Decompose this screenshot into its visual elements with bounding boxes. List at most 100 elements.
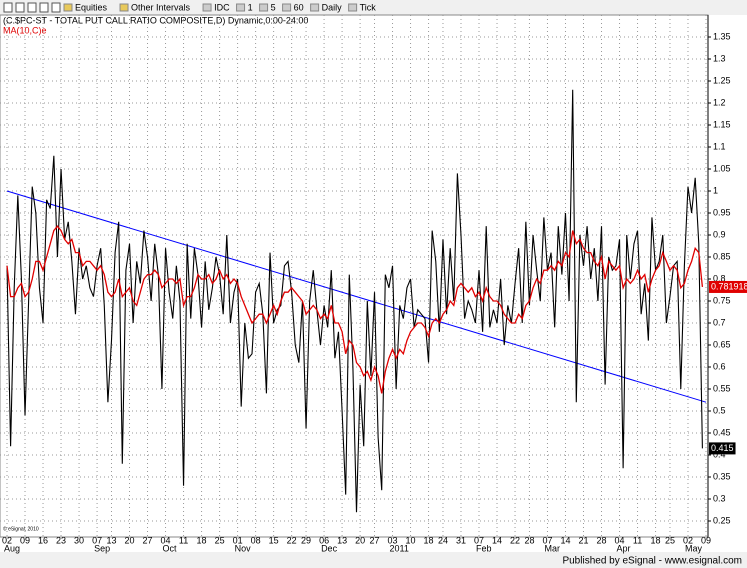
y-tick-label: 1.15 xyxy=(713,119,731,129)
toolbar-item[interactable]: Other Intervals xyxy=(131,2,191,12)
toolbar-icon[interactable] xyxy=(259,3,269,12)
y-tick-label: 0.85 xyxy=(713,251,731,261)
x-tick-label: 21 xyxy=(578,535,588,545)
toolbar-icon[interactable] xyxy=(310,3,320,12)
x-tick-label: 10 xyxy=(406,535,416,545)
y-tick-label: 0.75 xyxy=(713,295,731,305)
ma-line xyxy=(6,225,704,394)
toolbar-icon[interactable] xyxy=(119,3,129,12)
x-tick-label: 07 xyxy=(474,535,484,545)
watermark: © eSignal, 2010 xyxy=(3,525,39,532)
x-tick-label: 09 xyxy=(701,535,711,545)
x-tick-label: 31 xyxy=(456,535,466,545)
toolbar-item[interactable]: Tick xyxy=(360,2,377,12)
toolbar-icon[interactable] xyxy=(202,3,212,12)
x-tick-label: 18 xyxy=(197,535,207,545)
x-tick-label: 14 xyxy=(560,535,570,545)
y-tick-label: 0.5 xyxy=(713,405,726,415)
toolbar-icon[interactable] xyxy=(348,3,358,12)
y-tick-label: 0.9 xyxy=(713,229,726,239)
x-tick-label: 03 xyxy=(388,535,398,545)
x-tick-label: 24 xyxy=(438,535,448,545)
toolbar-icon[interactable] xyxy=(27,2,37,13)
y-tick-label: 0.8 xyxy=(713,273,726,283)
x-tick-label: 22 xyxy=(510,535,520,545)
series-label: (C.$PC-ST - TOTAL PUT CALL RATIO COMPOSI… xyxy=(3,15,308,25)
y-tick-label: 1.05 xyxy=(713,163,731,173)
last-value-label: 0.415 xyxy=(711,443,734,453)
footer: Published by eSignal - www.esignal.com xyxy=(562,556,742,567)
toolbar xyxy=(0,0,747,15)
y-tick-label: 0.65 xyxy=(713,339,731,349)
x-tick-label: 18 xyxy=(651,535,661,545)
x-tick-label: 22 xyxy=(287,535,297,545)
toolbar-icon[interactable] xyxy=(39,2,49,13)
x-tick-label: 28 xyxy=(597,535,607,545)
x-tick-label: 07 xyxy=(542,535,552,545)
toolbar-icon[interactable] xyxy=(15,2,25,13)
y-tick-label: 1.3 xyxy=(713,53,726,63)
month-label: Oct xyxy=(163,543,178,553)
x-tick-label: 02 xyxy=(2,535,12,545)
x-tick-label: 06 xyxy=(319,535,329,545)
toolbar-item[interactable]: Daily xyxy=(322,2,343,12)
x-tick-label: 14 xyxy=(492,535,502,545)
month-label: Sep xyxy=(94,543,110,553)
x-tick-label: 02 xyxy=(683,535,693,545)
y-tick-label: 0.55 xyxy=(713,383,731,393)
ma-label: MA(10,C)e xyxy=(3,25,47,35)
x-tick-label: 25 xyxy=(215,535,225,545)
toolbar-icon[interactable] xyxy=(3,2,13,13)
month-label: Apr xyxy=(617,543,631,553)
y-tick-label: 0.7 xyxy=(713,317,726,327)
toolbar-item[interactable]: IDC xyxy=(214,2,230,12)
x-tick-label: 11 xyxy=(633,535,642,545)
y-tick-label: 1 xyxy=(713,185,718,195)
y-tick-label: 0.3 xyxy=(713,493,726,503)
y-tick-label: 0.45 xyxy=(713,427,731,437)
x-tick-label: 04 xyxy=(615,535,625,545)
x-tick-label: 30 xyxy=(74,535,84,545)
last-value-label: 0.781918 xyxy=(711,281,747,291)
x-tick-label: 27 xyxy=(143,535,153,545)
x-tick-label: 09 xyxy=(20,535,30,545)
x-tick-label: 25 xyxy=(665,535,675,545)
x-tick-label: 28 xyxy=(524,535,534,545)
toolbar-item[interactable]: 1 xyxy=(248,2,253,12)
x-tick-label: 16 xyxy=(38,535,48,545)
toolbar-icon[interactable] xyxy=(282,3,292,12)
x-tick-label: 11 xyxy=(179,535,188,545)
x-tick-label: 15 xyxy=(269,535,279,545)
x-tick-label: 18 xyxy=(424,535,434,545)
x-tick-label: 04 xyxy=(161,535,171,545)
x-tick-label: 08 xyxy=(251,535,261,545)
x-tick-label: 27 xyxy=(370,535,380,545)
toolbar-item[interactable]: Equities xyxy=(75,2,108,12)
toolbar-item[interactable]: 5 xyxy=(271,2,276,12)
x-tick-label: 01 xyxy=(233,535,243,545)
trendline xyxy=(6,190,707,403)
y-tick-label: 0.6 xyxy=(713,361,726,371)
y-tick-label: 1.35 xyxy=(713,31,731,41)
last-value-box xyxy=(709,442,736,455)
ratio-line xyxy=(6,89,703,513)
x-tick-label: 23 xyxy=(56,535,66,545)
y-tick-label: 1.1 xyxy=(713,141,726,151)
toolbar-icon[interactable] xyxy=(63,3,73,12)
toolbar-icon[interactable] xyxy=(236,3,246,12)
x-tick-label: 20 xyxy=(355,535,365,545)
y-tick-label: 0.95 xyxy=(713,207,731,217)
month-label: May xyxy=(685,543,703,553)
last-value-box xyxy=(709,280,747,293)
footer-bar xyxy=(0,552,747,568)
toolbar-item[interactable]: 60 xyxy=(294,2,304,12)
y-tick-label: 1.2 xyxy=(713,97,726,107)
y-tick-label: 1.25 xyxy=(713,75,731,85)
y-tick-label: 0.25 xyxy=(713,515,731,525)
x-tick-label: 07 xyxy=(92,535,102,545)
toolbar-icon[interactable] xyxy=(51,2,61,13)
x-tick-label: 29 xyxy=(301,535,311,545)
month-label: Feb xyxy=(476,543,492,553)
